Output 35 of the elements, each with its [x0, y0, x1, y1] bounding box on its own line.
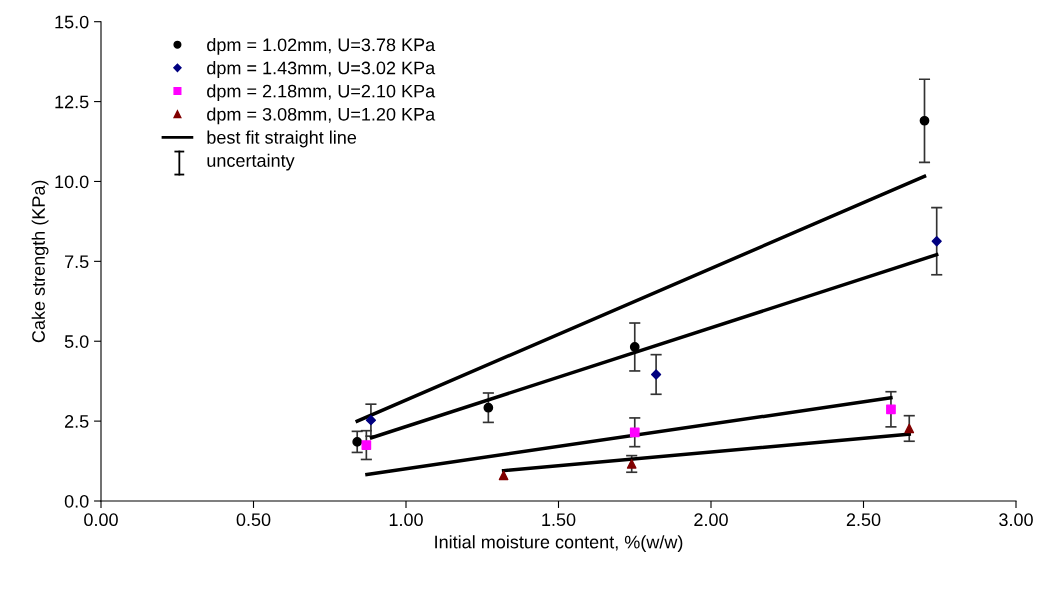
point	[629, 427, 640, 438]
x-tick-label: 2.00	[694, 513, 728, 527]
point	[650, 369, 662, 380]
y-axis-title: Cake strength (KPa)	[31, 180, 49, 343]
point	[904, 423, 915, 434]
point	[919, 115, 930, 126]
legend-label: dpm = 3.08mm, U=1.20 KPa	[207, 107, 436, 125]
y-tick-label: 12.5	[55, 95, 89, 109]
legend-label: dpm = 1.43mm, U=3.02 KPa	[207, 61, 436, 78]
point	[352, 437, 363, 447]
point	[931, 236, 942, 247]
point	[361, 440, 372, 450]
legend-label: dpm = 1.02mm, U=3.78 KPa	[207, 37, 436, 55]
y-tick-label: 0.0	[64, 494, 89, 508]
legend-label: best fit straight line	[207, 130, 357, 148]
x-tick-label: 2.50	[846, 513, 881, 527]
point	[886, 404, 896, 415]
y-tick-label: 15.0	[55, 15, 89, 29]
legend-label: dpm = 2.18mm, U=2.10 KPa	[207, 84, 436, 102]
point	[483, 402, 494, 413]
y-tick-label: 10.0	[55, 175, 89, 189]
y-tick-label: 5.0	[64, 335, 89, 348]
point	[629, 342, 640, 352]
x-tick-label: 1.50	[542, 513, 576, 527]
y-tick-label: 2.5	[65, 415, 89, 428]
point	[626, 459, 637, 469]
x-tick-label: 3.00	[999, 513, 1033, 527]
annotation: uncertainty	[207, 153, 295, 171]
x-axis-title: Initial moisture content, %(w/w)	[435, 535, 683, 553]
point	[365, 415, 377, 426]
point	[498, 470, 509, 481]
x-tick-label: 0.50	[236, 513, 271, 527]
x-tick-label: 1.00	[389, 513, 423, 527]
y-tick-label: 7.5	[65, 255, 89, 269]
x-tick-label: 0.00	[84, 513, 118, 527]
